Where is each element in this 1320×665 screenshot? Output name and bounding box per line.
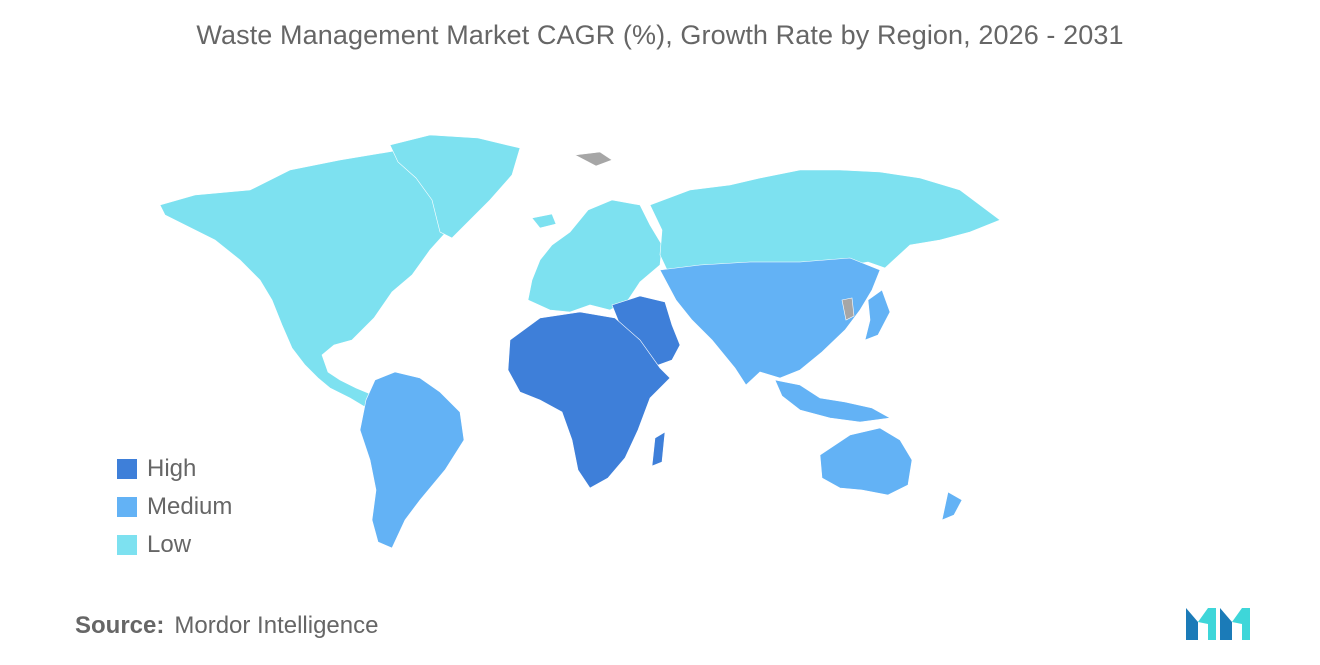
- region-low-group: [159, 134, 1001, 411]
- legend-label-high: High: [147, 455, 197, 482]
- mordor-intelligence-logo: [1186, 608, 1250, 640]
- chart-title: Waste Management Market CAGR (%), Growth…: [196, 20, 1124, 50]
- logo-shape-1: [1186, 608, 1198, 640]
- legend: High Medium Low: [117, 450, 232, 564]
- logo-shape-2: [1198, 608, 1216, 640]
- region-russia: [649, 169, 1001, 276]
- region-iceland: [531, 213, 557, 229]
- legend-swatch-high: [117, 459, 137, 479]
- region-southeast-asia: [774, 379, 891, 423]
- region-new-zealand: [941, 491, 963, 521]
- region-africa: [507, 311, 671, 489]
- region-nodata-group: [574, 151, 855, 321]
- legend-item-high: High: [117, 450, 232, 488]
- legend-label-medium: Medium: [147, 493, 233, 520]
- region-korea: [841, 297, 855, 321]
- legend-label-low: Low: [147, 531, 192, 558]
- region-asia: [659, 257, 881, 386]
- region-japan: [864, 289, 891, 341]
- source-label: Source:: [75, 612, 165, 639]
- source-line: Source: Mordor Intelligence: [75, 612, 378, 640]
- region-australia: [819, 427, 913, 496]
- legend-item-low: Low: [117, 526, 232, 564]
- region-greenland: [389, 134, 521, 239]
- region-madagascar: [651, 431, 666, 467]
- source-text: Mordor Intelligence: [174, 612, 379, 639]
- region-svalbard: [574, 151, 613, 167]
- legend-swatch-medium: [117, 497, 137, 517]
- logo-shape-4: [1232, 608, 1250, 640]
- region-europe: [527, 199, 663, 313]
- legend-swatch-low: [117, 535, 137, 555]
- logo-shape-3: [1220, 608, 1232, 640]
- region-high-group: [507, 295, 681, 489]
- region-medium-group: [359, 257, 963, 549]
- region-south-america: [359, 371, 465, 549]
- legend-item-medium: Medium: [117, 488, 232, 526]
